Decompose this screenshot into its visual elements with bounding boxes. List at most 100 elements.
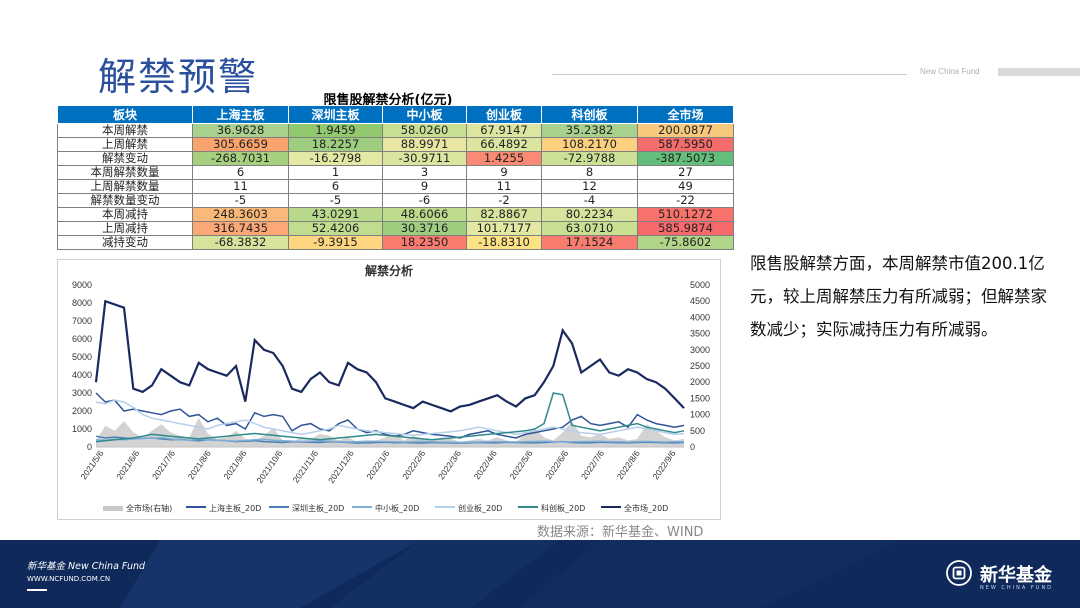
y-right-tick-label: 0 [690, 442, 695, 452]
footer-dash [27, 589, 47, 591]
series-area [96, 417, 684, 447]
row-label: 上周解禁数量 [57, 179, 193, 194]
table-header-cell: 深圳主板 [288, 105, 383, 124]
footer-brand: 新华基金 New China Fund [27, 561, 146, 572]
x-tick-label: 2022/4/6 [472, 448, 499, 481]
row-label: 本周减持 [57, 207, 193, 222]
table-cell: 18.2257 [288, 137, 383, 152]
x-tick-label: 2021/6/6 [114, 448, 141, 481]
y-left-tick-label: 7000 [72, 316, 92, 326]
row-label: 上周解禁 [57, 137, 193, 152]
legend-label: 深圳主板_20D [292, 503, 344, 513]
x-tick-label: 2021/9/6 [221, 448, 248, 481]
table-cell: 12 [541, 179, 638, 194]
legend-label: 科创板_20D [541, 503, 585, 513]
table-cell: 52.4206 [288, 221, 383, 236]
footer-logo-text: 新华基金 [980, 565, 1052, 586]
legend-label: 全市场_20D [624, 503, 668, 513]
legend-swatch [352, 506, 372, 508]
table-cell: 8 [541, 165, 638, 180]
table-cell: 585.9874 [637, 221, 734, 236]
y-left-tick-label: 4000 [72, 370, 92, 380]
table-cell: -18.8310 [466, 235, 542, 250]
row-label: 上周减持 [57, 221, 193, 236]
y-right-tick-label: 1500 [690, 393, 710, 403]
table-cell: 58.0260 [382, 123, 467, 138]
table-cell: 17.1524 [541, 235, 638, 250]
table-cell: -6 [382, 193, 467, 208]
table-cell: 11 [192, 179, 289, 194]
y-right-tick-label: 4500 [690, 296, 710, 306]
row-label: 本周解禁数量 [57, 165, 193, 180]
row-label: 减持变动 [57, 235, 193, 250]
legend-swatch [186, 506, 206, 508]
table-row: 本周减持 248.3603 43.0291 48.6066 82.8867 80.2234… [57, 207, 734, 222]
x-tick-label: 2021/8/6 [186, 448, 213, 481]
table-row: 减持变动 -68.3832 -9.3915 18.2350 -18.8310 17.152… [57, 235, 734, 250]
x-tick-label: 2021/12/6 [326, 448, 356, 485]
chart-title: 解禁分析 [365, 263, 413, 278]
table-cell: 9 [466, 165, 542, 180]
table-cell: 82.8867 [466, 207, 542, 222]
legend-swatch [269, 506, 289, 508]
unlock-chart: 解禁分析 0 1000 2000 3000 4000 5000 6000 7000 8000 900… [57, 259, 721, 520]
row-label: 解禁数量变动 [57, 193, 193, 208]
y-right-tick-label: 2000 [690, 377, 710, 387]
table-cell: -30.9711 [382, 151, 467, 166]
legend-swatch [601, 506, 621, 508]
series-line [95, 436, 685, 444]
table-header-cell: 全市场 [637, 105, 734, 124]
table-header-cell: 科创板 [541, 105, 638, 124]
table-cell: 11 [466, 179, 542, 194]
table-cell: 48.6066 [382, 207, 467, 222]
legend-swatch [103, 506, 123, 511]
table-cell: -9.3915 [288, 235, 383, 250]
y-right-tick-label: 1000 [690, 410, 710, 420]
table-header-cell: 上海主板 [192, 105, 289, 124]
x-tick-label: 2021/7/6 [150, 448, 177, 481]
ncf-logo-icon [946, 560, 972, 586]
table-row: 解禁变动 -268.7031 -16.2798 -30.9711 1.4255 -72.9… [57, 151, 734, 166]
table-cell: 30.3716 [382, 221, 467, 236]
table-cell: 35.2382 [541, 123, 638, 138]
y-left-tick-label: 0 [87, 442, 92, 452]
table-cell: 1.4255 [466, 151, 542, 166]
y-left-tick-label: 9000 [72, 280, 92, 290]
table-cell: 305.6659 [192, 137, 289, 152]
series-line [95, 392, 685, 443]
y-left-tick-label: 5000 [72, 352, 92, 362]
x-tick-label: 2022/6/6 [543, 448, 570, 481]
table-cell: 66.4892 [466, 137, 542, 152]
table-cell: -16.2798 [288, 151, 383, 166]
series-line [95, 399, 685, 437]
x-tick-label: 2022/3/6 [436, 448, 463, 481]
table-cell: -72.9788 [541, 151, 638, 166]
table-cell: 67.9147 [466, 123, 542, 138]
table-header-cell: 板块 [57, 105, 193, 124]
table-cell: 316.7435 [192, 221, 289, 236]
legend-label: 全市场(右轴) [126, 503, 172, 513]
table-cell: -268.7031 [192, 151, 289, 166]
legend-label: 创业板_20D [458, 503, 502, 513]
x-tick-label: 2022/8/6 [615, 448, 642, 481]
y-right-tick-label: 2500 [690, 361, 710, 371]
table-cell: -68.3832 [192, 235, 289, 250]
x-tick-label: 2021/10/6 [254, 448, 284, 485]
y-left-tick-label: 3000 [72, 388, 92, 398]
legend-label: 中小板_20D [375, 503, 419, 513]
table-row: 上周解禁 305.6659 18.2257 88.9971 66.4892 108.217… [57, 137, 734, 152]
footer-pattern [120, 540, 900, 608]
table-cell: -75.8602 [637, 235, 734, 250]
table-cell: 27 [637, 165, 734, 180]
footer-url[interactable]: WWW.NCFUND.COM.CN [27, 575, 111, 583]
table-cell: -4 [541, 193, 638, 208]
row-label: 本周解禁 [57, 123, 193, 138]
table-cell: 6 [192, 165, 289, 180]
table-cell: 1 [288, 165, 383, 180]
table-row: 上周解禁数量 11 6 9 11 12 49 [57, 179, 734, 194]
table-cell: 101.7177 [466, 221, 542, 236]
table-cell: -5 [192, 193, 289, 208]
header-brand: New China Fund [920, 67, 980, 76]
y-right-tick-label: 500 [690, 426, 705, 436]
page-title: 解禁预警 [98, 55, 259, 99]
